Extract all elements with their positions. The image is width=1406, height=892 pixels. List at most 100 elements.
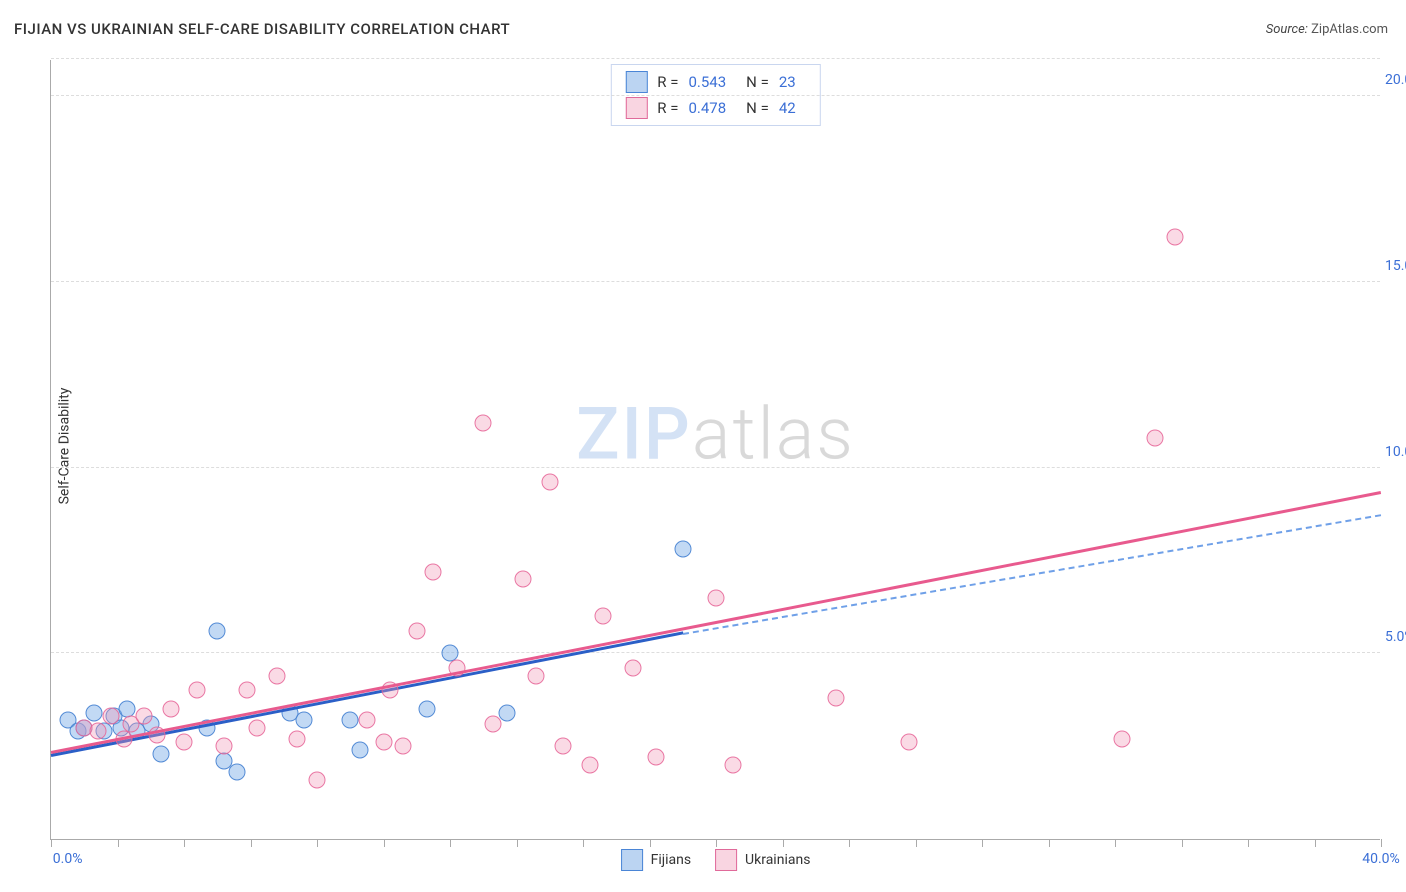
x-tick xyxy=(118,839,119,847)
x-tick xyxy=(317,839,318,847)
x-tick xyxy=(1248,839,1249,847)
legend-item: Fijians xyxy=(621,849,691,871)
data-point xyxy=(176,734,193,751)
x-tick xyxy=(1049,839,1050,847)
data-point xyxy=(189,682,206,699)
x-tick xyxy=(450,839,451,847)
x-tick xyxy=(1315,839,1316,847)
data-point xyxy=(136,708,153,725)
n-value: 23 xyxy=(779,73,796,91)
r-value: 0.478 xyxy=(688,99,726,117)
data-point xyxy=(648,749,665,766)
y-tick-label: 5.0% xyxy=(1385,629,1406,645)
gridline xyxy=(51,58,1380,59)
gridline xyxy=(51,467,1380,468)
data-point xyxy=(289,730,306,747)
y-tick-label: 20.0% xyxy=(1385,72,1406,88)
data-point xyxy=(425,563,442,580)
data-point xyxy=(515,571,532,588)
y-tick-label: 15.0% xyxy=(1385,258,1406,274)
x-tick xyxy=(650,839,651,847)
r-label: R = xyxy=(657,73,678,91)
data-point xyxy=(375,734,392,751)
y-tick-label: 10.0% xyxy=(1385,444,1406,460)
data-point xyxy=(408,623,425,640)
data-point xyxy=(309,771,326,788)
watermark-atlas: atlas xyxy=(692,391,855,476)
data-point xyxy=(900,734,917,751)
legend-swatch xyxy=(715,849,737,871)
data-point xyxy=(827,689,844,706)
data-point xyxy=(86,704,103,721)
data-point xyxy=(528,667,545,684)
data-point xyxy=(229,764,246,781)
data-point xyxy=(215,738,232,755)
x-tick xyxy=(783,839,784,847)
r-label: R = xyxy=(657,99,678,117)
data-point xyxy=(162,701,179,718)
plot-area: ZIPatlas R =0.543N =23R =0.478N =42 Fiji… xyxy=(50,60,1380,840)
stat-row: R = 0.478 N = 42 xyxy=(611,95,819,121)
gridline xyxy=(51,95,1380,96)
x-tick-label: 0.0% xyxy=(53,851,83,867)
x-tick xyxy=(1115,839,1116,847)
source-label: Source: xyxy=(1266,22,1308,37)
data-point xyxy=(418,701,435,718)
n-label: N = xyxy=(746,99,769,117)
data-point xyxy=(209,623,226,640)
x-tick xyxy=(184,839,185,847)
x-tick xyxy=(1182,839,1183,847)
x-tick xyxy=(251,839,252,847)
x-tick xyxy=(849,839,850,847)
data-point xyxy=(541,474,558,491)
x-tick xyxy=(517,839,518,847)
data-point xyxy=(89,723,106,740)
data-point xyxy=(1146,429,1163,446)
watermark: ZIPatlas xyxy=(576,391,855,476)
data-point xyxy=(249,719,266,736)
data-point xyxy=(352,741,369,758)
x-tick xyxy=(384,839,385,847)
data-point xyxy=(152,745,169,762)
x-tick xyxy=(716,839,717,847)
data-point xyxy=(239,682,256,699)
gridline xyxy=(51,652,1380,653)
legend-label: Fijians xyxy=(651,852,691,868)
data-point xyxy=(475,415,492,432)
x-tick xyxy=(1381,839,1382,847)
correlation-chart: FIJIAN VS UKRAINIAN SELF-CARE DISABILITY… xyxy=(0,0,1406,892)
r-value: 0.543 xyxy=(688,73,726,91)
watermark-zip: ZIP xyxy=(576,391,692,476)
data-point xyxy=(358,712,375,729)
data-point xyxy=(624,660,641,677)
stat-row: R =0.543N =23 xyxy=(611,69,819,95)
source-value: ZipAtlas.com xyxy=(1311,22,1388,37)
legend-swatch xyxy=(621,849,643,871)
data-point xyxy=(102,708,119,725)
data-point xyxy=(555,738,572,755)
data-point xyxy=(269,667,286,684)
legend-swatch xyxy=(625,97,647,119)
trend-line xyxy=(683,514,1382,635)
data-point xyxy=(295,712,312,729)
source-attribution: Source: ZipAtlas.com xyxy=(1266,22,1388,37)
data-point xyxy=(724,756,741,773)
data-point xyxy=(395,738,412,755)
data-point xyxy=(594,608,611,625)
x-tick xyxy=(583,839,584,847)
x-tick xyxy=(916,839,917,847)
data-point xyxy=(1166,229,1183,246)
series-legend: Fijians Ukrainians xyxy=(621,849,811,871)
data-point xyxy=(708,589,725,606)
trend-line xyxy=(51,632,683,758)
legend-label: Ukrainians xyxy=(745,852,810,868)
x-tick-label: 40.0% xyxy=(1362,851,1400,867)
legend-swatch xyxy=(625,71,647,93)
data-point xyxy=(581,756,598,773)
data-point xyxy=(1113,730,1130,747)
data-point xyxy=(674,541,691,558)
trend-line xyxy=(51,491,1382,754)
n-value: 42 xyxy=(779,99,796,117)
data-point xyxy=(485,715,502,732)
x-tick xyxy=(982,839,983,847)
